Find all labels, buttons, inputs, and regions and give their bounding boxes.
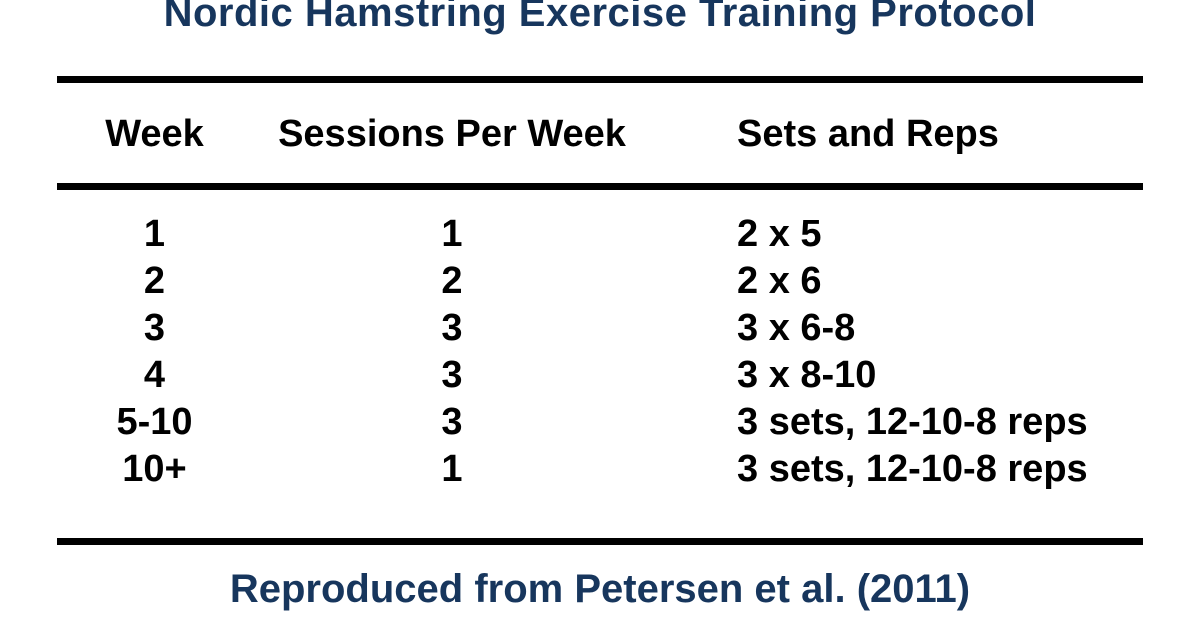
top-rule	[57, 76, 1143, 83]
cell-week: 1	[143, 213, 166, 255]
cell-sets-reps: 3 sets, 12-10-8 reps	[737, 401, 1088, 443]
table-row: 4 3 3 x 8-10	[0, 352, 1200, 399]
cell-sets-reps: 3 x 6-8	[737, 307, 856, 349]
cell-sessions: 1	[441, 448, 463, 490]
table-row: 1 1 2 x 5	[0, 211, 1200, 258]
table-body: 1 1 2 x 5 2 2 2 x 6 3 3 3 x 6-8 4 3 3 x …	[0, 211, 1200, 493]
figure-caption: Reproduced from Petersen et al. (2011)	[229, 567, 971, 611]
cell-week: 4	[143, 354, 166, 396]
table-row: 10+ 1 3 sets, 12-10-8 reps	[0, 446, 1200, 493]
bottom-rule	[57, 538, 1143, 545]
figure-title: Nordic Hamstring Exercise Training Proto…	[163, 0, 1037, 35]
cell-sets-reps: 2 x 5	[737, 213, 822, 255]
cell-sessions: 3	[441, 401, 463, 443]
cell-sessions: 2	[441, 260, 463, 302]
cell-week: 5-10	[116, 401, 193, 443]
table-row: 2 2 2 x 6	[0, 258, 1200, 305]
column-header-sessions-per-week: Sessions Per Week	[278, 113, 626, 155]
table-row: 3 3 3 x 6-8	[0, 305, 1200, 352]
cell-sets-reps: 3 x 8-10	[737, 354, 877, 396]
cell-week: 2	[143, 260, 166, 302]
cell-sessions: 3	[441, 307, 463, 349]
cell-sessions: 1	[441, 213, 463, 255]
cell-sessions: 3	[441, 354, 463, 396]
cell-sets-reps: 2 x 6	[737, 260, 822, 302]
table-row: 5-10 3 3 sets, 12-10-8 reps	[0, 399, 1200, 446]
table-header-row: Week Sessions Per Week Sets and Reps	[0, 110, 1200, 158]
header-rule	[57, 183, 1143, 190]
column-header-week: Week	[105, 113, 204, 155]
cell-week: 10+	[122, 448, 187, 490]
cell-week: 3	[143, 307, 166, 349]
cell-sets-reps: 3 sets, 12-10-8 reps	[737, 448, 1088, 490]
column-header-sets-and-reps: Sets and Reps	[737, 113, 999, 155]
